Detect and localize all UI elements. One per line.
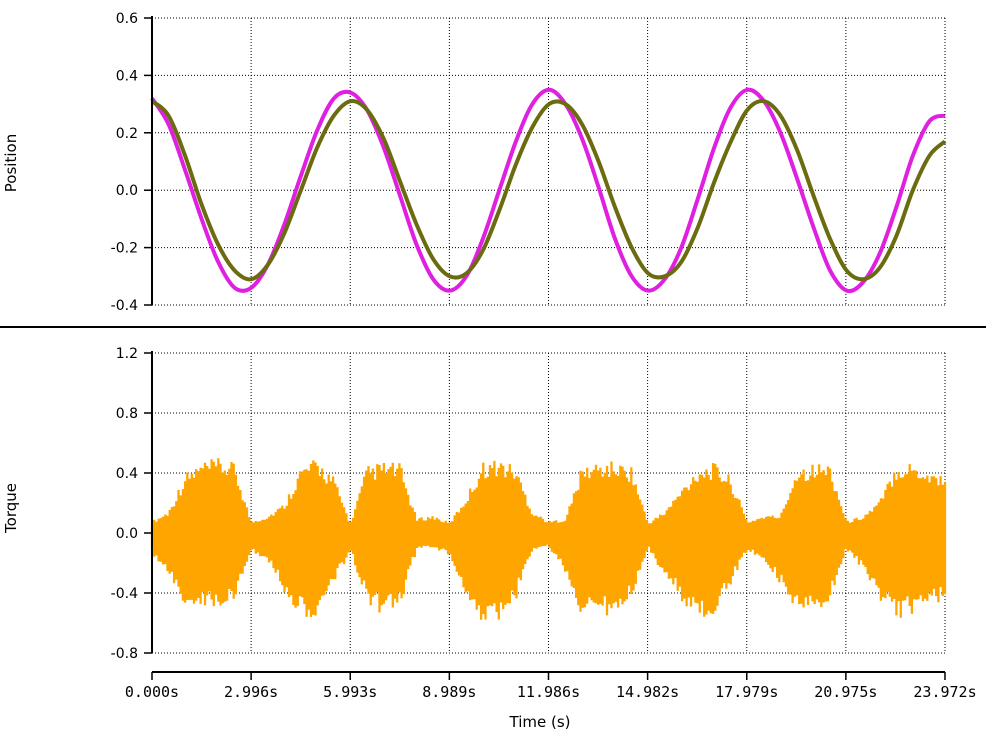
time-axis-label: Time (s) bbox=[509, 713, 571, 731]
torque-plot: -0.8 -0.4 0.0 0.4 0.8 1.2 0.000s 2.996s 5.993s 8.… bbox=[111, 346, 977, 701]
position-series-olive bbox=[150, 99, 947, 282]
position-axis-label: Position bbox=[2, 134, 20, 192]
y-tick-label: 0.0 bbox=[116, 526, 138, 542]
y-tick-label: 0.4 bbox=[116, 466, 138, 482]
position-series-magenta bbox=[150, 87, 946, 294]
x-tick-label: 23.972s bbox=[913, 683, 976, 701]
grid-lines bbox=[151, 17, 946, 306]
x-tick-label: 14.982s bbox=[616, 683, 679, 701]
series-group bbox=[150, 87, 947, 294]
position-plot: -0.4 -0.2 0.0 0.2 0.4 0.6 bbox=[111, 11, 947, 314]
x-tick-label: 2.996s bbox=[224, 683, 278, 701]
x-tick-label: 17.979s bbox=[715, 683, 778, 701]
y-tick-label: 0.4 bbox=[116, 68, 138, 84]
y-tick-label: -0.8 bbox=[111, 646, 138, 662]
x-tick-label: 20.975s bbox=[814, 683, 877, 701]
y-tick-label: -0.4 bbox=[111, 586, 138, 602]
y-tick-label: -0.2 bbox=[111, 241, 138, 257]
y-tick-label: 0.2 bbox=[116, 126, 138, 142]
x-tick-label: 11.986s bbox=[517, 683, 580, 701]
y-tick-label: 0.6 bbox=[116, 11, 138, 27]
y-tick-label: 0.8 bbox=[116, 406, 138, 422]
y-tick-label: 0.0 bbox=[116, 183, 138, 199]
y-tick-label: -0.4 bbox=[111, 298, 138, 314]
y-tick-label: 1.2 bbox=[116, 346, 138, 362]
torque-axis-label: Torque bbox=[2, 483, 20, 534]
x-tick-label: 8.989s bbox=[422, 683, 476, 701]
x-tick-label: 0.000s bbox=[125, 683, 179, 701]
x-tick-label: 5.993s bbox=[323, 683, 377, 701]
